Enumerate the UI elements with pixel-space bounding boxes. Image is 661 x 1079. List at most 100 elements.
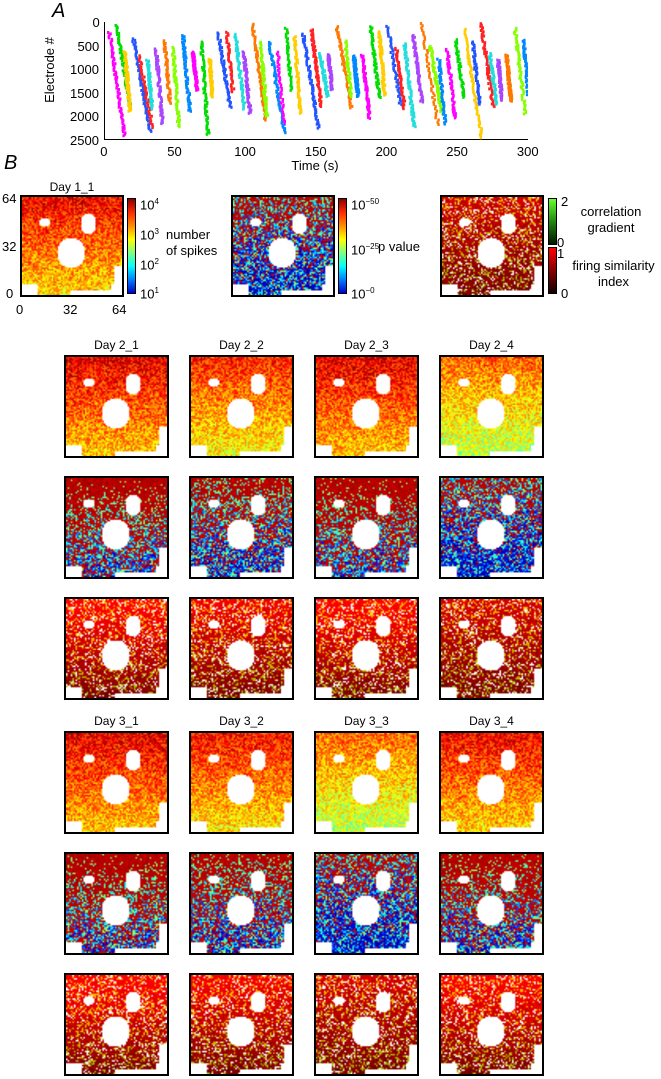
- spike-mark: [247, 111, 251, 115]
- spike-mark: [182, 53, 186, 56]
- spike-mark: [144, 95, 147, 99]
- spike-mark: [432, 100, 435, 104]
- spike-mark: [490, 66, 493, 69]
- corr-map: [189, 597, 294, 700]
- spike-mark: [140, 62, 144, 66]
- spike-mark: [416, 69, 419, 73]
- spike-mark: [203, 64, 206, 68]
- spike-mark: [377, 94, 381, 98]
- spike-mark: [151, 122, 154, 126]
- spike-mark: [412, 112, 416, 116]
- spike-mark: [282, 105, 285, 109]
- spike-mark: [281, 109, 284, 112]
- raster-burst: [454, 38, 466, 99]
- raster-ytick: 0: [92, 15, 100, 30]
- spike-mark: [440, 99, 443, 103]
- corr-map: [439, 973, 544, 1076]
- spike-mark: [393, 64, 397, 67]
- spike-mark: [392, 67, 395, 71]
- spike-mark: [488, 87, 491, 91]
- spike-mark: [304, 54, 307, 58]
- spike-mark: [107, 31, 110, 34]
- spike-mark: [303, 39, 307, 42]
- spike-mark: [157, 94, 161, 98]
- spike-mark: [395, 72, 398, 76]
- spike-mark: [391, 62, 395, 66]
- spike-mark: [508, 88, 511, 92]
- spike-mark: [251, 31, 255, 35]
- spike-mark: [517, 46, 520, 50]
- spike-mark: [401, 86, 404, 90]
- spike-mark: [150, 129, 153, 133]
- spike-mark: [354, 63, 357, 67]
- spike-mark: [176, 117, 180, 121]
- raster-burst: [326, 53, 334, 92]
- spike-mark: [159, 109, 162, 113]
- spike-mark: [155, 64, 158, 68]
- spike-mark: [126, 87, 130, 91]
- spike-mark: [480, 33, 484, 37]
- spike-mark: [378, 47, 382, 51]
- spike-mark: [185, 90, 189, 94]
- p-value-map-day1: [231, 195, 335, 297]
- spike-mark: [281, 99, 284, 103]
- spike-raster-plot: [104, 22, 528, 140]
- spike-mark: [425, 58, 428, 61]
- spike-mark: [236, 50, 239, 54]
- spike-mark: [429, 78, 432, 82]
- spike-mark: [508, 71, 511, 75]
- spike-mark: [444, 119, 448, 123]
- spike-mark: [450, 87, 453, 91]
- spike-mark: [452, 110, 455, 114]
- spike-mark: [446, 52, 450, 56]
- raster-xtick: 200: [375, 144, 398, 159]
- spike-mark: [406, 71, 409, 75]
- spike-mark: [364, 86, 367, 90]
- spike-mark: [368, 116, 371, 120]
- spike-mark: [308, 64, 311, 68]
- spike-mark: [421, 100, 425, 104]
- spike-mark: [354, 77, 357, 81]
- spike-mark: [204, 108, 207, 112]
- spike-mark: [383, 93, 386, 97]
- spike-mark: [450, 80, 454, 84]
- spike-mark: [474, 100, 477, 104]
- spike-mark: [379, 34, 382, 38]
- spike-mark: [184, 67, 187, 71]
- spike-mark: [465, 41, 469, 45]
- spike-mark: [434, 111, 438, 115]
- raster-burst: [419, 22, 440, 126]
- spike-mark: [349, 106, 352, 110]
- spike-mark: [121, 126, 124, 129]
- spike-mark: [448, 55, 451, 58]
- spike-mark: [474, 97, 478, 100]
- spike-mark: [194, 59, 197, 63]
- raster-burst: [428, 45, 445, 116]
- spike-mark: [471, 86, 475, 89]
- spike-mark: [121, 55, 125, 59]
- spike-mark: [225, 30, 228, 34]
- spike-mark: [189, 102, 192, 105]
- raster-ytick: 500: [77, 38, 100, 54]
- spike-mark: [280, 87, 283, 91]
- spike-mark: [186, 97, 189, 101]
- spike-mark: [140, 65, 143, 69]
- spike-mark: [330, 84, 334, 88]
- spike-mark: [428, 71, 431, 75]
- spike-mark: [487, 65, 491, 69]
- spike-mark: [131, 37, 135, 41]
- spike-mark: [258, 75, 261, 79]
- spike-mark: [166, 59, 169, 63]
- spike-mark: [121, 69, 125, 73]
- spike-mark: [159, 113, 162, 117]
- spike-mark: [437, 123, 440, 126]
- spike-mark: [474, 95, 477, 99]
- spike-mark: [320, 64, 323, 68]
- spike-mark: [244, 60, 247, 64]
- spike-mark: [323, 79, 326, 83]
- spike-mark: [201, 44, 204, 48]
- raster-burst: [504, 53, 514, 103]
- spike-mark: [479, 95, 482, 99]
- spike-mark: [455, 49, 459, 53]
- spike-mark: [247, 103, 251, 107]
